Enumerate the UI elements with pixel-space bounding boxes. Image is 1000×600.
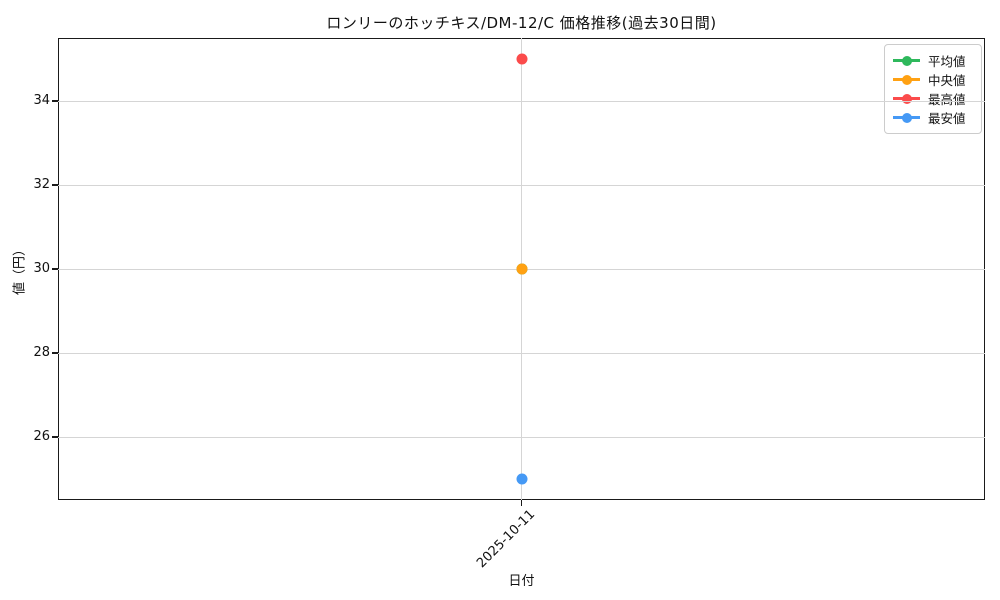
y-tick-label: 32 — [33, 177, 50, 192]
legend-dot-icon — [901, 93, 912, 104]
y-tick-mark — [52, 100, 58, 102]
y-tick-label: 26 — [33, 429, 50, 444]
legend-item: 平均値 — [893, 51, 973, 70]
legend-dot-icon — [901, 74, 912, 85]
legend: 平均値中央値最高値最安値 — [884, 44, 982, 134]
legend-label: 最安値 — [928, 111, 966, 126]
legend-label: 最高値 — [928, 92, 966, 107]
legend-line-marker-icon — [893, 74, 920, 85]
y-tick-mark — [52, 268, 58, 270]
legend-line-marker-icon — [893, 112, 920, 123]
legend-item: 中央値 — [893, 70, 973, 89]
legend-dot-icon — [901, 55, 912, 66]
y-tick-mark — [52, 352, 58, 354]
legend-item: 最高値 — [893, 89, 973, 108]
y-tick-mark — [52, 184, 58, 186]
y-tick-label: 30 — [33, 261, 50, 276]
chart-title: ロンリーのホッチキス/DM-12/C 価格推移(過去30日間) — [326, 14, 717, 32]
y-tick-label: 34 — [33, 93, 50, 108]
legend-item: 最安値 — [893, 108, 973, 127]
data-point-最安値 — [516, 473, 527, 485]
legend-label: 平均値 — [928, 54, 966, 69]
legend-line-marker-icon — [893, 93, 920, 104]
y-tick-mark — [52, 436, 58, 438]
data-point-中央値 — [516, 263, 527, 275]
y-tick-label: 28 — [33, 345, 50, 360]
x-tick-mark — [520, 500, 523, 506]
x-tick-label: 2025-10-11 — [474, 507, 539, 572]
data-point-最高値 — [516, 53, 527, 65]
legend-label: 中央値 — [928, 73, 966, 88]
legend-line-marker-icon — [893, 55, 920, 66]
legend-dot-icon — [901, 112, 912, 123]
x-axis-label: 日付 — [508, 574, 535, 589]
